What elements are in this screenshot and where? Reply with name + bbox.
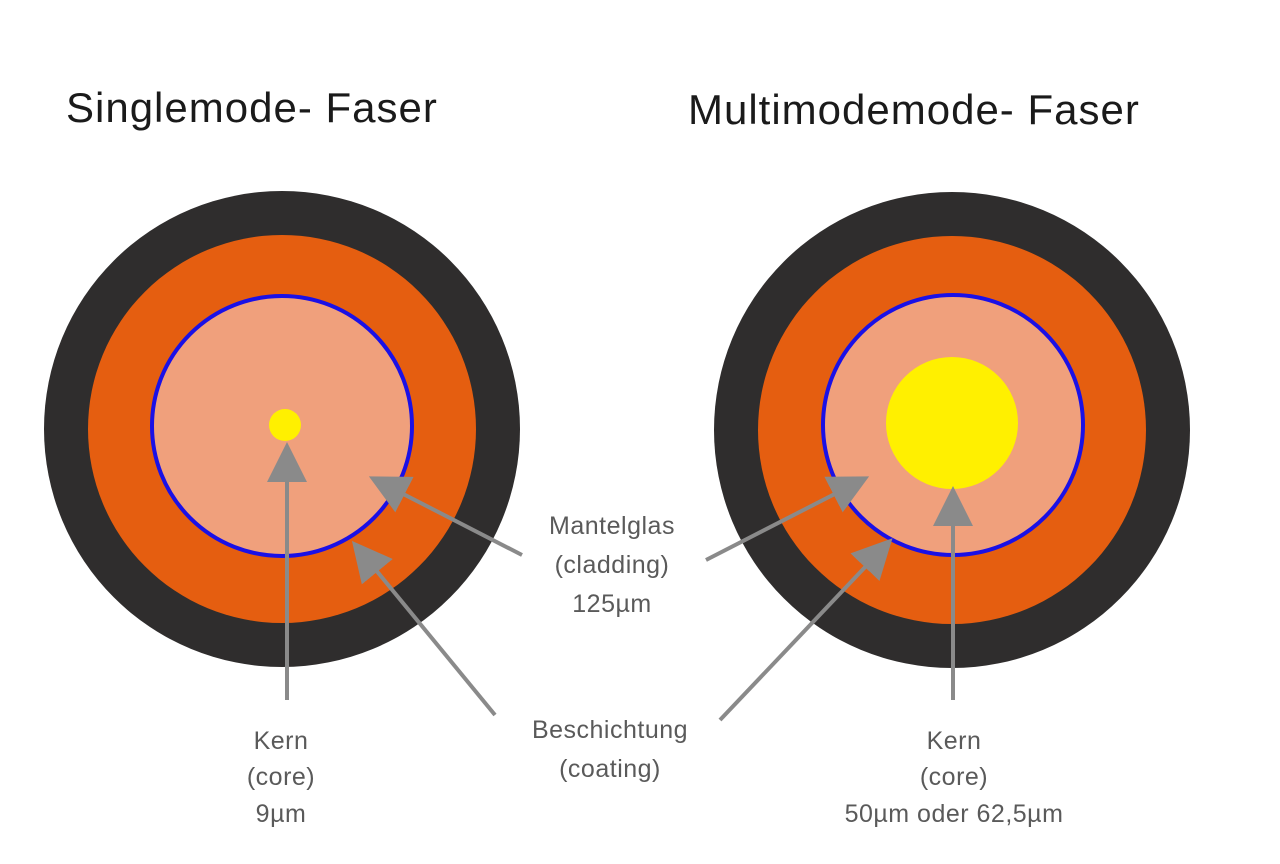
singlemode-core-label-line1: Kern <box>254 727 309 755</box>
pointer-arrows <box>267 442 973 722</box>
coating-label: Beschichtung (coating) <box>532 716 688 783</box>
multimode-core <box>886 357 1018 489</box>
coating-label-line2: (coating) <box>559 755 661 783</box>
cladding-label: Mantelglas (cladding) 125µm <box>549 512 675 618</box>
singlemode-title: Singlemode- Faser <box>66 84 438 131</box>
cladding-label-line2: (cladding) <box>555 551 670 579</box>
multimode-core-label-line2: (core) <box>920 763 988 791</box>
multimode-core-label-line3: 50µm oder 62,5µm <box>845 800 1064 828</box>
arrow-multimode-cladding <box>705 476 870 562</box>
singlemode-fiber <box>44 191 520 667</box>
coating-label-line1: Beschichtung <box>532 716 688 744</box>
singlemode-core <box>269 409 301 441</box>
arrow-multimode-coating <box>718 538 893 722</box>
singlemode-core-label: Kern (core) 9µm <box>247 727 315 828</box>
arrow-singlemode-coating <box>351 540 497 717</box>
arrow-singlemode-cladding <box>368 476 523 557</box>
multimode-core-label-line1: Kern <box>927 727 982 755</box>
singlemode-core-label-line3: 9µm <box>256 800 307 828</box>
cladding-label-line3: 125µm <box>572 590 651 618</box>
cladding-label-line1: Mantelglas <box>549 512 675 540</box>
multimode-core-label: Kern (core) 50µm oder 62,5µm <box>845 727 1064 828</box>
singlemode-core-label-line2: (core) <box>247 763 315 791</box>
multimode-title: Multimodemode- Faser <box>688 86 1140 133</box>
